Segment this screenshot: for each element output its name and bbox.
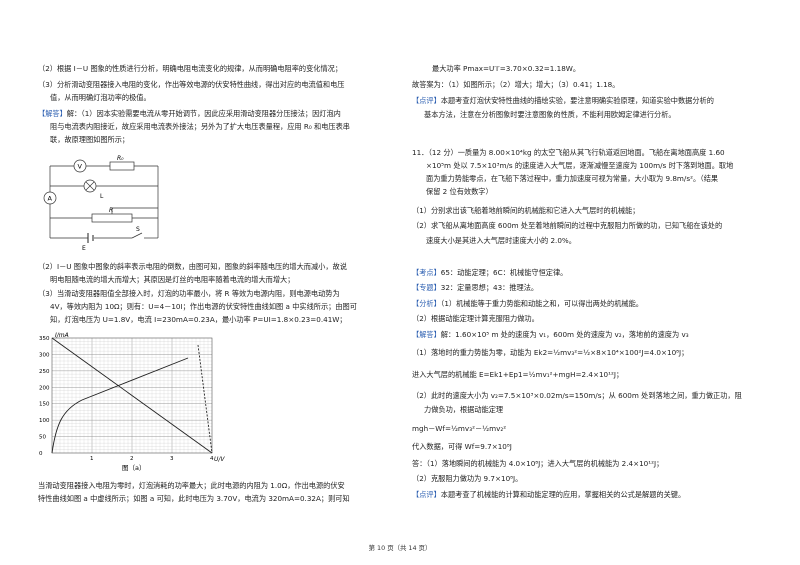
- y-tick-label: 250: [39, 369, 50, 375]
- lamp-label: L: [100, 193, 104, 200]
- graph-grid: [52, 338, 212, 453]
- question-11-part-2b: 速度大小是其进入大气层时速度大小的 2.0%。: [426, 236, 576, 245]
- x-axis-label: U/V: [214, 456, 225, 463]
- answer-line-3c: 知，灯泡电压为 U=1.8V，电流 I=230mA=0.23A，最小功率 P=U…: [50, 315, 347, 324]
- y-tick-label: 300: [39, 352, 50, 358]
- solution-line-9: （2）克服阻力做功为 9.7×10⁸J。: [412, 474, 523, 483]
- max-power-line: 最大功率 Pmax=U′I′=3.70×0.32=1.18W。: [432, 64, 581, 73]
- review-tag: 【点评】: [412, 490, 441, 499]
- y-tick-label: 150: [39, 402, 50, 408]
- iu-graph: 350 300 250 200 150 100 50 0 1 2 3 4 I/mA U/V 图（a）: [39, 332, 225, 472]
- y-tick-label: 200: [39, 385, 50, 391]
- final-answer-line: 故答案为：（1）如图所示；（2）增大；增大；（3）0.41；1.18。: [412, 80, 620, 89]
- review-line: 【点评】本题考查了机械能的计算和动能定理的应用，掌握相关的公式是解题的关键。: [412, 490, 686, 499]
- question-11-part-1: （1）分别求出该飞船着地前瞬间的机械能和它进入大气层时的机械能；: [412, 206, 640, 215]
- answer-line-1b: 阻与电流表内阻接近，故应采用电流表外接法；另外为了扩大电压表量程，应用 R₀ 和…: [50, 122, 350, 131]
- lamp-curve: [51, 357, 189, 454]
- analysis-tag: 【分析】: [412, 299, 441, 308]
- source-line-dashed: [197, 344, 213, 454]
- analysis-line-3b: 值，从而明确灯泡功率的极值。: [50, 93, 151, 102]
- solution-line-5: 力做负功，根据动能定理: [424, 405, 504, 414]
- y-tick-labels: 350 300 250 200 150 100 50 0: [39, 336, 50, 457]
- solution-line-7: 代入数据，可得 Wf=9.7×10⁸J: [412, 442, 512, 451]
- solution-line-4: （2）此时的速度大小为 v₂=7.5×10³×0.02m/s=150m/s；从 …: [412, 391, 742, 400]
- source-line-solid: [51, 337, 213, 454]
- x-tick-label: 4: [210, 456, 214, 462]
- switch-label: S: [136, 226, 140, 233]
- r0-label: R₀: [117, 155, 124, 162]
- question-11-line-b: ×10⁵m 处以 7.5×10³m/s 的速度进入大气层，逐渐减慢至速度为 10…: [426, 161, 734, 170]
- comment-line-2: 基本方法，注意在分析图象时要注意图象的性质，不能利用欧姆定律进行分析。: [424, 110, 676, 119]
- answer-tag: 【解答】: [38, 109, 67, 118]
- solution-line-8: 答：（1）落地瞬间的机械能为 4.0×10⁸J；进入大气层的机械能为 2.4×1…: [412, 459, 664, 468]
- analysis-line-2: （2）根据 I－U 图象的性质进行分析，明确电阻电流变化的规律，从而明确电阻率的…: [38, 64, 343, 73]
- question-11-line-c: 面为重力势能零点，在飞船下落过程中，重力加速度可视为常量，大小取为 9.8m/s…: [426, 174, 719, 183]
- x-tick-labels: 1 2 3 4: [90, 456, 214, 462]
- rheostat-label: R: [109, 207, 113, 214]
- voltmeter-label: V: [78, 163, 83, 171]
- answer-line-3b: 4V，等效内阻为 10Ω；则有：U=4－10I；作出电源的伏安特性曲线如图 a …: [50, 302, 357, 311]
- analysis-line-3a: （3）分析滑动变阻器接入电阻的变化，作出等效电源的伏安特性曲线，得出对应的电流值…: [38, 80, 345, 89]
- knowledge-point-tag: 【考点】: [412, 268, 441, 277]
- answer-line-3a: （3）当滑动变阻器阻值全部接入时，灯泡的功率最小，将 R 等效为电源内阻，则电源…: [38, 289, 340, 298]
- circuit-diagram: V A R₀ L R E S: [43, 155, 159, 252]
- comment-line-1: 【点评】本题考查灯泡伏安特性曲线的描绘实验，要注意明确实验原理，知道实验中数据分…: [412, 96, 714, 105]
- topic-line: 【专题】32：定量思想；43：推理法。: [412, 283, 539, 292]
- comment-tag: 【点评】: [412, 96, 441, 105]
- solution-line-1: 【解答】解：1.60×10⁵ m 处的速度为 v₁，600m 处的速度为 v₂，…: [412, 330, 689, 339]
- y-tick-label: 100: [39, 418, 50, 424]
- page-footer: 第 10 页（共 14 页）: [368, 544, 432, 552]
- analysis-line-2b: （2）根据动能定理计算克服阻力做功。: [412, 314, 539, 323]
- knowledge-point-line: 【考点】65：动能定理；6C：机械能守恒定律。: [412, 268, 568, 277]
- end-line-2: 特性曲线如图 a 中虚线所示；如图 a 可知，此时电压为 3.70V，电流为 3…: [38, 494, 350, 503]
- ammeter-label: A: [48, 195, 53, 203]
- x-tick-label: 2: [130, 456, 134, 462]
- question-11-line-a: 11．（12 分）一质量为 8.00×10⁴kg 的太空飞船从其飞行轨道返回地面…: [412, 148, 725, 157]
- battery-label: E: [82, 245, 86, 252]
- graph-caption: 图（a）: [122, 464, 145, 472]
- y-tick-label: 0: [39, 451, 43, 457]
- answer-line-1c: 联，故原理图如图所示；: [50, 135, 130, 144]
- question-11-line-d: 保留 2 位有效数字）: [426, 187, 493, 196]
- question-11-part-2a: （2）求飞船从离地面高度 600m 处至着地前瞬间的过程中克服阻力所做的功，已知…: [412, 221, 723, 230]
- answer-line-2a: （2）I－U 图象中图象的斜率表示电阻的倒数，由图可知，图象的斜率随电压的增大而…: [38, 262, 347, 271]
- y-tick-label: 50: [39, 435, 46, 441]
- solution-line-2: （1）落地时的重力势能为零，动能为 Ek2=½mv₃²=½×8×10⁴×100²…: [412, 348, 689, 357]
- x-tick-label: 3: [170, 456, 174, 462]
- end-line-1: 当滑动变阻器接入电阻为零时，灯泡消耗的功率最大；此时电源的内阻为 1.0Ω，作出…: [38, 481, 345, 490]
- analysis-line-1: 【分析】（1）机械能等于重力势能和动能之和，可以得出两处的机械能。: [412, 299, 643, 308]
- topic-tag: 【专题】: [412, 283, 441, 292]
- answer-line-1a: 【解答】解：（1）因本实验需要电流从零开始调节，因此应采用滑动变阻器分压接法；因…: [38, 109, 341, 118]
- solution-line-3: 进入大气层的机械能 E=Ek1+Ep1=½mv₁²+mgH=2.4×10¹²J；: [412, 370, 624, 379]
- answer-line-2b: 明电阻随电流的增大而增大；其原因是灯丝的电阻率随着电流的增大而增大；: [50, 275, 295, 284]
- x-tick-label: 1: [90, 456, 94, 462]
- y-tick-label: 350: [39, 336, 50, 342]
- solution-tag: 【解答】: [412, 330, 441, 339]
- y-axis-label: I/mA: [55, 332, 69, 339]
- solution-line-6: mgh－Wf=½mv₃²－½mv₂²: [412, 424, 507, 433]
